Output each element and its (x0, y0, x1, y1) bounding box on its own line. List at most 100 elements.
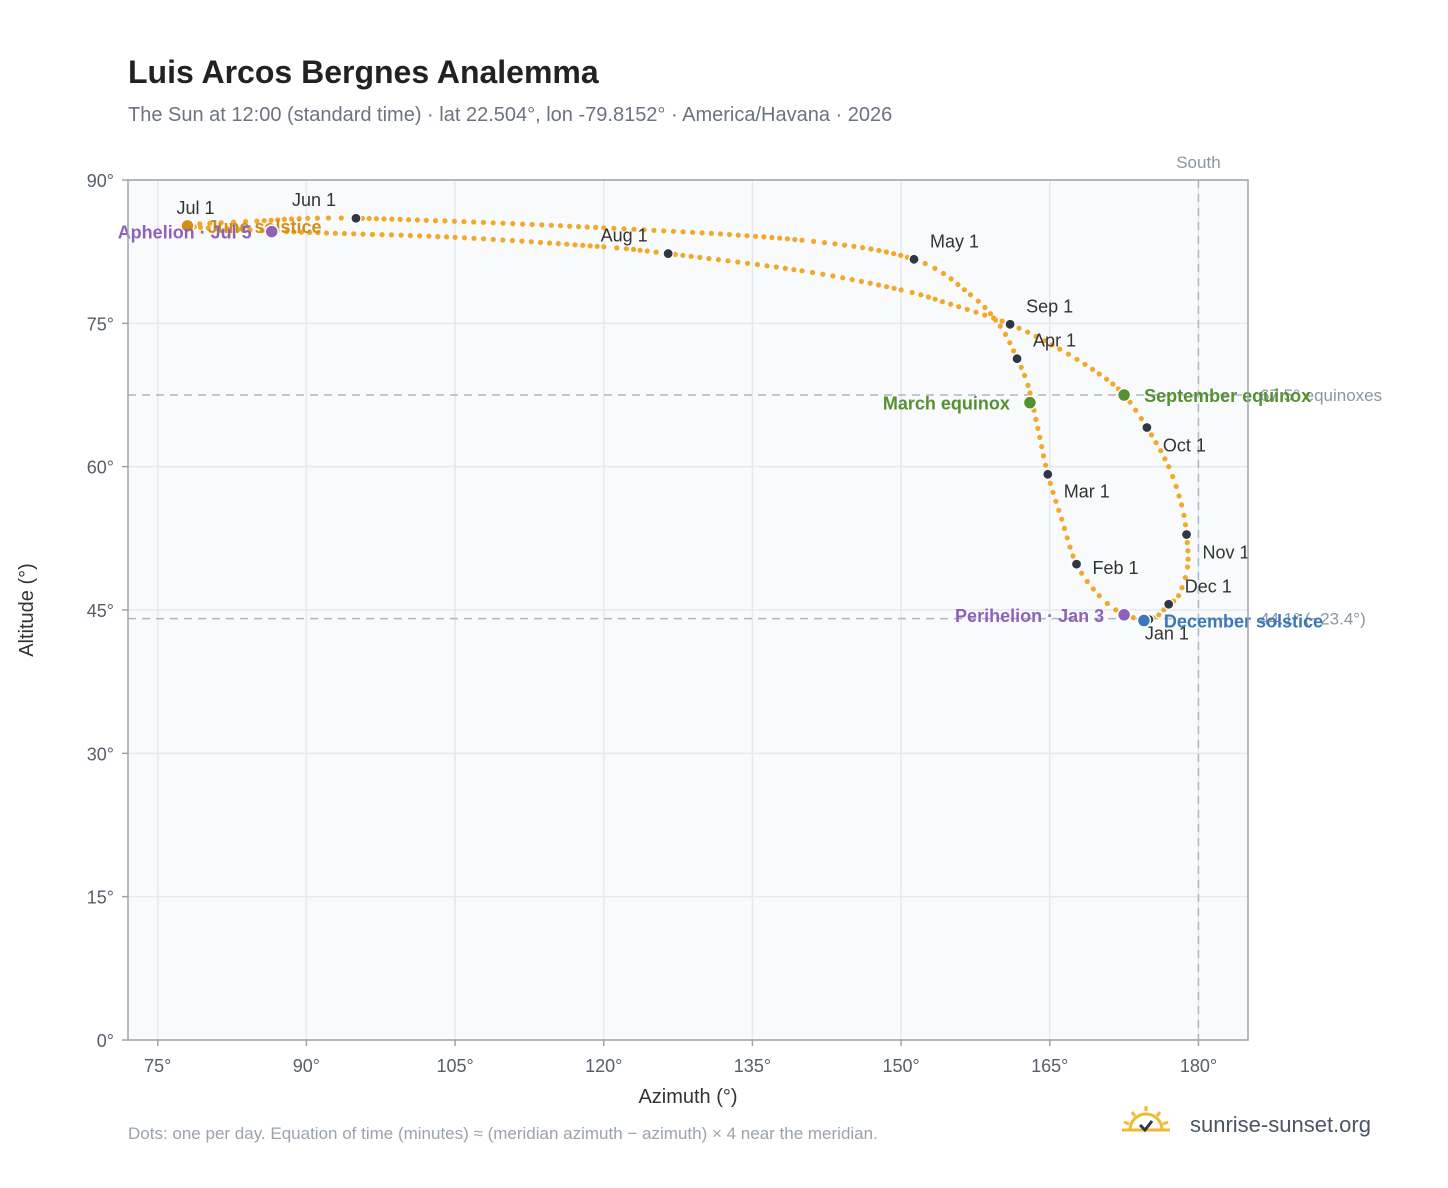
y-tick-label: 90° (87, 171, 114, 191)
y-axis-label: Altitude (°) (16, 563, 38, 657)
day-dot (500, 220, 506, 226)
day-dot (261, 218, 267, 224)
day-dot (529, 221, 535, 228)
y-tick-label: 30° (87, 744, 114, 764)
day-dot (323, 230, 330, 236)
day-dot (1133, 407, 1139, 413)
day-dot (849, 277, 855, 283)
month-label: Jun 1 (292, 190, 336, 210)
day-dot (601, 244, 607, 250)
day-dot (898, 252, 904, 258)
day-dot (426, 233, 432, 239)
day-dot (680, 229, 686, 235)
day-dot (1182, 575, 1188, 581)
day-dot (471, 219, 477, 225)
day-dot (1037, 434, 1043, 440)
day-dot (623, 246, 629, 252)
day-dot (637, 247, 643, 253)
month-label: Apr 1 (1033, 331, 1076, 351)
day-dot (939, 299, 946, 305)
x-tick-label: 120° (585, 1056, 622, 1076)
day-dot (726, 231, 733, 238)
event-label: December solstice (1164, 612, 1323, 632)
day-dot (452, 234, 458, 240)
day-dot (1185, 548, 1191, 554)
day-dot (281, 216, 287, 222)
day-dot (777, 235, 783, 241)
day-dot (1056, 507, 1062, 513)
month-marker (1070, 558, 1083, 570)
day-dot (1158, 448, 1164, 454)
day-dot (1182, 522, 1189, 528)
x-tick-label: 135° (734, 1056, 771, 1076)
x-tick-label: 75° (144, 1056, 171, 1076)
day-dot (205, 225, 211, 231)
day-dot (1016, 325, 1022, 331)
day-dot (715, 257, 722, 263)
reference-line-label: South (1176, 153, 1220, 172)
day-dot (799, 237, 805, 243)
day-dot (876, 282, 882, 288)
day-dot (891, 251, 897, 257)
day-dot (288, 216, 295, 222)
day-dot (964, 306, 970, 312)
month-label: Jan 1 (1145, 624, 1189, 644)
day-dot (291, 229, 297, 235)
day-dot (840, 275, 846, 281)
day-dot (1173, 483, 1179, 489)
day-dot (305, 215, 311, 221)
day-dot (315, 230, 321, 236)
day-dot (444, 234, 450, 240)
day-dot (1035, 425, 1041, 431)
day-dot (932, 296, 938, 302)
day-dot (580, 242, 586, 248)
day-dot (1162, 456, 1168, 462)
day-dot (601, 225, 607, 231)
day-dot (830, 273, 836, 279)
day-dot (243, 219, 249, 225)
day-dot (752, 233, 759, 239)
month-marker (908, 253, 920, 265)
day-dot (572, 242, 578, 248)
day-dot (948, 276, 954, 282)
day-dot (688, 253, 694, 259)
day-dot (641, 227, 647, 233)
day-dot (548, 222, 554, 228)
day-dot (564, 241, 570, 247)
day-dot (898, 287, 904, 293)
day-dot (991, 315, 997, 321)
day-dot (325, 215, 332, 221)
day-dot (1079, 570, 1085, 576)
day-dot (1033, 333, 1039, 339)
analemma-curve (184, 215, 1191, 623)
day-dot (480, 219, 486, 225)
event-label: September equinox (1144, 386, 1311, 406)
x-tick-label: 180° (1180, 1056, 1217, 1076)
day-dot (268, 217, 274, 223)
month-label: Sep 1 (1026, 296, 1073, 316)
event-marker (1136, 613, 1152, 628)
day-dot (1179, 585, 1185, 591)
day-dot (1025, 382, 1031, 388)
day-dot (999, 318, 1005, 324)
day-dot (1127, 399, 1133, 405)
day-dot (254, 218, 260, 224)
day-dot (520, 221, 526, 227)
event-marker (264, 224, 279, 239)
day-dot (799, 268, 805, 274)
brand[interactable]: sunrise-sunset.org (1120, 1104, 1390, 1144)
day-dot (197, 224, 204, 230)
footnote: Dots: one per day. Equation of time (min… (128, 1124, 878, 1143)
day-dot (1007, 340, 1013, 346)
x-tick-label: 90° (293, 1056, 320, 1076)
day-dot (275, 217, 281, 223)
day-dot (940, 270, 947, 277)
day-dot (621, 226, 627, 232)
event-marker (1116, 387, 1132, 403)
day-dot (1148, 432, 1155, 438)
axes: 75° 90° 105° 120° 135° 150° 165° 180° 0° 15° 30° 45… (87, 171, 1217, 1076)
day-dot (360, 231, 366, 237)
day-dot (593, 224, 599, 230)
day-dot (1104, 376, 1110, 382)
day-dot (956, 304, 962, 310)
